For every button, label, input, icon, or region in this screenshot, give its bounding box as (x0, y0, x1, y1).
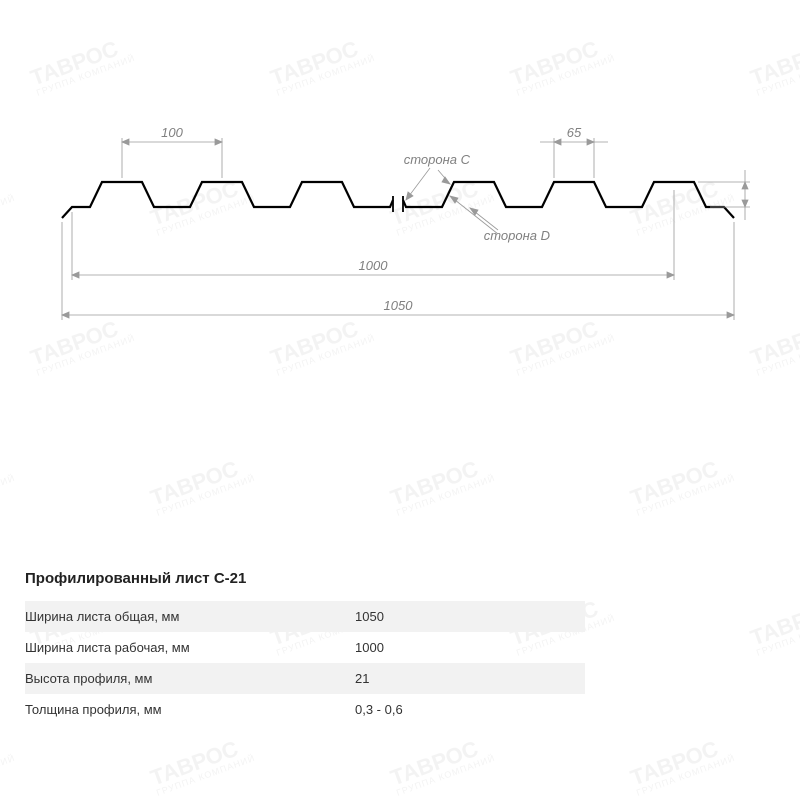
spec-value: 0,3 - 0,6 (355, 702, 475, 717)
dim-height (698, 170, 750, 220)
watermark: ТАВРОСГРУППА КОМПАНИЙ (268, 33, 377, 98)
watermark: ТАВРОСГРУППА КОМПАНИЙ (28, 33, 137, 98)
watermark: ТАВРОСГРУППА КОМПАНИЙ (0, 173, 17, 238)
dim-working-label: 1000 (359, 258, 389, 273)
side-c-arrows (406, 168, 450, 200)
spec-row: Ширина листа общая, мм1050 (25, 601, 585, 632)
dim-pitch-label: 100 (161, 125, 183, 140)
dim-topwidth (540, 138, 608, 178)
dim-pitch (122, 138, 222, 178)
table-title: Профилированный лист С-21 (25, 570, 585, 587)
spec-row: Ширина листа рабочая, мм1000 (25, 632, 585, 663)
watermark: ТАВРОСГРУППА КОМПАНИЙ (508, 33, 617, 98)
spec-label: Высота профиля, мм (25, 671, 355, 686)
spec-row: Толщина профиля, мм0,3 - 0,6 (25, 694, 585, 725)
side-d-arrows (450, 196, 498, 234)
spec-label: Ширина листа рабочая, мм (25, 640, 355, 655)
spec-value: 1000 (355, 640, 475, 655)
profile-path (62, 182, 734, 218)
watermark: ТАВРОСГРУППА КОМПАНИЙ (748, 593, 800, 658)
spec-value: 1050 (355, 609, 475, 624)
watermark: ТАВРОСГРУППА КОМПАНИЙ (0, 453, 17, 518)
watermark: ТАВРОСГРУППА КОМПАНИЙ (388, 733, 497, 798)
watermark: ТАВРОСГРУППА КОМПАНИЙ (148, 453, 257, 518)
spec-label: Ширина листа общая, мм (25, 609, 355, 624)
profile-diagram: 100 65 21 сторона С сторона D (50, 100, 750, 360)
watermark: ТАВРОСГРУППА КОМПАНИЙ (748, 33, 800, 98)
spec-row: Высота профиля, мм21 (25, 663, 585, 694)
dim-topwidth-label: 65 (567, 125, 582, 140)
side-c-label: сторона С (404, 152, 471, 167)
spec-value: 21 (355, 671, 475, 686)
watermark: ТАВРОСГРУППА КОМПАНИЙ (628, 453, 737, 518)
spec-label: Толщина профиля, мм (25, 702, 355, 717)
watermark: ТАВРОСГРУППА КОМПАНИЙ (388, 453, 497, 518)
watermark: ТАВРОСГРУППА КОМПАНИЙ (148, 733, 257, 798)
watermark: ТАВРОСГРУППА КОМПАНИЙ (0, 733, 17, 798)
watermark: ТАВРОСГРУППА КОМПАНИЙ (748, 313, 800, 378)
watermark: ТАВРОСГРУППА КОМПАНИЙ (628, 733, 737, 798)
dim-total-label: 1050 (384, 298, 414, 313)
spec-table: Профилированный лист С-21 Ширина листа о… (25, 570, 585, 725)
